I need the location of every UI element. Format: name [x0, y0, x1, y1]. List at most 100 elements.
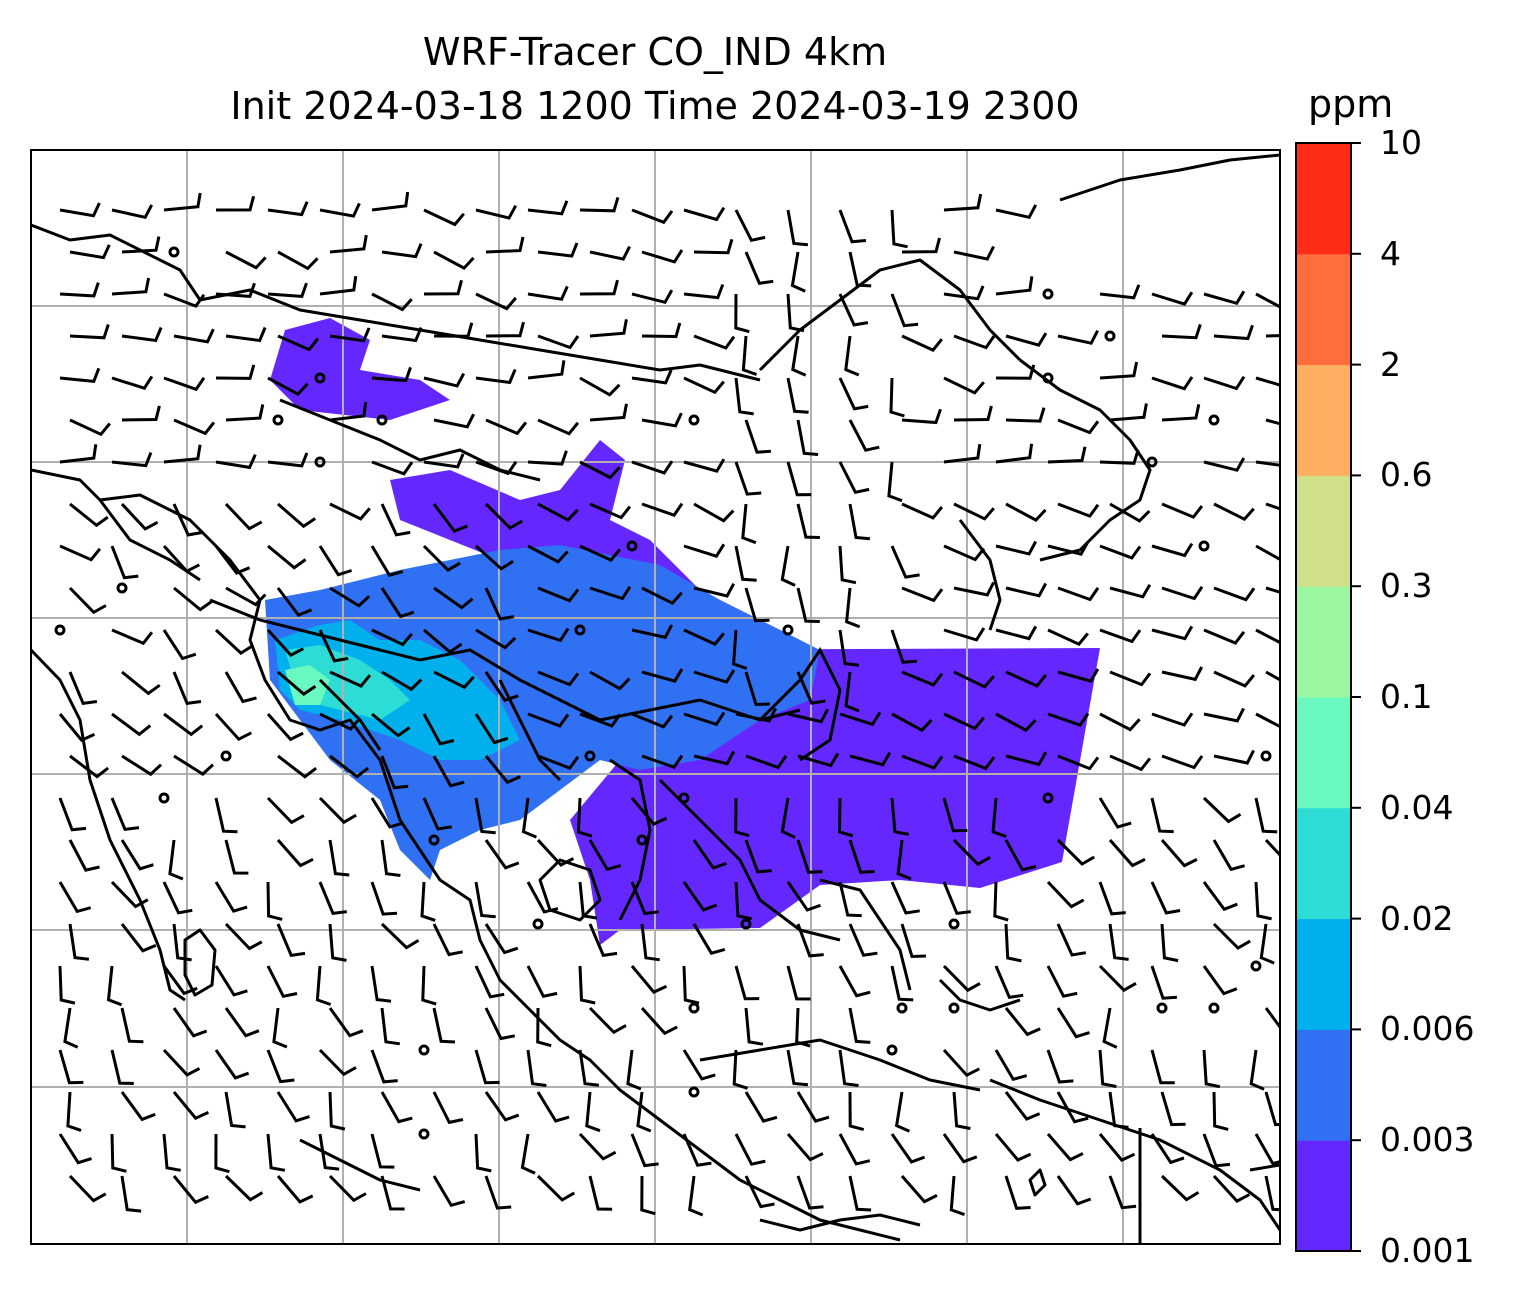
wind-barb	[953, 581, 995, 597]
wind-barb	[942, 881, 971, 916]
calm-wind-marker	[1042, 288, 1054, 300]
wind-barb	[579, 376, 621, 397]
wind-barb	[991, 797, 1007, 839]
wind-barb	[484, 671, 519, 703]
wind-barb	[1254, 797, 1278, 834]
wind-barb	[683, 628, 725, 646]
calm-wind-marker	[1208, 414, 1220, 426]
wind-barb	[796, 923, 824, 958]
wind-barb	[900, 923, 926, 959]
wind-barb	[1004, 1091, 1041, 1121]
wind-barb	[423, 453, 465, 469]
wind-barb	[371, 460, 414, 476]
wind-barb	[1265, 502, 1280, 511]
wind-barb	[901, 670, 944, 687]
wind-barb	[734, 881, 752, 921]
wind-barb	[693, 669, 736, 684]
wind-barb	[995, 625, 1038, 641]
wind-barb	[172, 1175, 209, 1205]
wind-barb	[838, 545, 857, 585]
wind-barb	[380, 587, 415, 619]
wind-barb	[433, 250, 475, 270]
colorbar-segment	[1296, 807, 1351, 920]
wind-barb	[1213, 749, 1255, 765]
wind-barb	[120, 1091, 156, 1122]
wind-barb	[641, 754, 684, 769]
wind-barb	[641, 249, 684, 264]
calm-wind-marker	[168, 246, 180, 258]
wind-barb	[276, 1175, 314, 1204]
wind-barb	[1265, 418, 1280, 426]
wind-barb	[214, 712, 252, 742]
wind-barb	[370, 881, 398, 916]
wind-barb	[162, 881, 193, 915]
wind-barb	[1150, 1049, 1175, 1085]
calm-wind-marker	[678, 792, 690, 804]
wind-barb	[849, 751, 892, 767]
wind-barb	[432, 1007, 456, 1044]
wind-barb	[121, 670, 161, 696]
wind-barb	[734, 461, 762, 496]
wind-barb	[1203, 290, 1246, 306]
wind-barb	[266, 881, 283, 921]
wind-barb	[995, 540, 1038, 556]
wind-barb	[1213, 502, 1255, 522]
wind-barb	[631, 208, 674, 225]
plume-low-north	[270, 318, 450, 420]
calm-wind-marker	[1250, 960, 1262, 972]
wind-barb	[1160, 1174, 1200, 1202]
calm-wind-marker	[428, 834, 440, 846]
wind-barb	[585, 1091, 601, 1133]
wind-barb	[993, 881, 1009, 922]
wind-barb	[69, 502, 109, 528]
colorbar-tick-label: 0.3	[1380, 566, 1433, 606]
wind-barb	[682, 881, 718, 912]
wind-barb	[536, 838, 575, 867]
wind-barb	[890, 209, 908, 249]
wind-barb	[329, 670, 372, 688]
calm-wind-marker	[1260, 750, 1272, 762]
colorbar-tick-label: 10	[1380, 123, 1422, 162]
wind-barb	[844, 335, 860, 377]
wind-barb	[994, 1133, 1032, 1162]
wind-barb	[484, 923, 519, 955]
wind-barb	[267, 544, 307, 570]
wind-barb	[1005, 502, 1047, 522]
wind-barb	[692, 923, 726, 955]
colorbar-tick-label: 4	[1380, 233, 1401, 273]
wind-barb	[329, 401, 368, 422]
wind-barb	[744, 1175, 775, 1209]
wind-barb	[111, 204, 154, 220]
calm-wind-marker	[626, 540, 638, 552]
wind-barb	[120, 839, 154, 871]
wind-barb	[58, 713, 96, 743]
wind-barb	[318, 1048, 357, 1077]
wind-barb	[734, 293, 750, 334]
wind-barb	[215, 364, 256, 380]
wind-barb	[111, 277, 151, 296]
wind-barb	[59, 444, 98, 464]
wind-barb	[1047, 628, 1089, 647]
wind-barb	[1005, 751, 1048, 767]
wind-barb	[682, 965, 700, 1005]
wind-barb	[1255, 460, 1280, 467]
wind-barb	[1151, 291, 1194, 306]
calm-wind-marker	[584, 750, 596, 762]
wind-barb	[994, 1049, 1028, 1082]
wind-barb	[475, 292, 517, 311]
colorbar-tick-label: 0.6	[1380, 455, 1433, 495]
wind-barb	[1202, 881, 1238, 912]
wind-barb	[433, 322, 474, 338]
wind-barb	[1108, 1091, 1129, 1129]
wind-barb	[537, 670, 580, 687]
wind-barb	[995, 276, 1034, 296]
wind-barb	[172, 671, 202, 706]
wind-barb	[1057, 502, 1100, 518]
wind-barb	[848, 419, 880, 452]
wind-barb	[838, 881, 862, 918]
wind-barb	[1098, 964, 1137, 993]
wind-barb	[484, 1091, 520, 1122]
wind-barb	[682, 1049, 716, 1081]
wind-barb	[734, 545, 757, 582]
wind-barb	[631, 624, 674, 640]
